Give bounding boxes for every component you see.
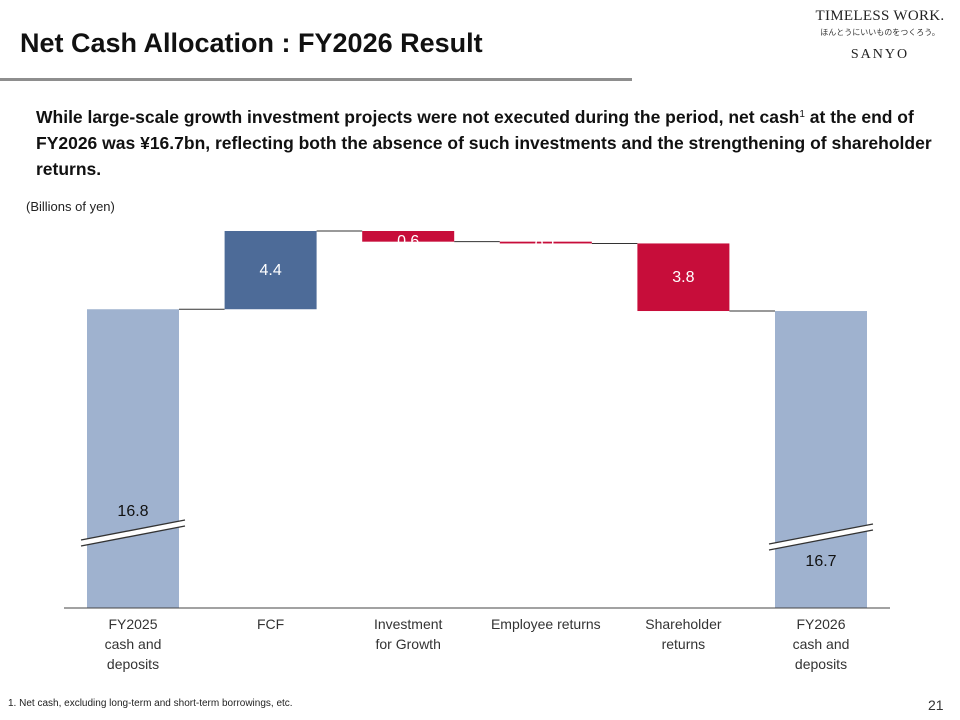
axis-break-line — [80, 519, 186, 541]
title-divider — [0, 78, 632, 81]
lead-text-part1: While large-scale growth investment proj… — [36, 107, 800, 127]
axis-break-line — [768, 529, 874, 551]
category-label-1: FY2025 cash and deposits — [104, 616, 162, 672]
data-label-3: 0.6 — [397, 233, 419, 250]
company-logo: TIMELESS WORK. ほんとうにいいものをつくろう。 SANYO — [810, 8, 950, 63]
bar-6 — [775, 311, 867, 608]
axis-break-gap — [769, 524, 873, 550]
logo-tagline: ほんとうにいいものをつくろう。 — [820, 28, 940, 37]
logo-company: SANYO — [850, 47, 910, 62]
footnote: 1. Net cash, excluding long-term and sho… — [8, 698, 293, 709]
chart-unit-label: (Billions of yen) — [26, 199, 115, 214]
data-label-5: 3.8 — [672, 269, 694, 286]
category-label-3: Investment for Growth — [373, 616, 443, 652]
logo-brand: TIMELESS WORK. — [815, 8, 945, 24]
bar-1 — [87, 309, 179, 608]
page-number: 21 — [928, 697, 944, 713]
axis-break-gap — [81, 520, 185, 546]
lead-text-part2: at the end of FY2026 was ¥16.7bn, reflec… — [36, 107, 932, 179]
bar-2 — [224, 231, 317, 310]
category-label-2: FCF — [256, 616, 285, 632]
bar-4 — [499, 241, 592, 244]
bar-3 — [362, 231, 455, 242]
lead-footnote-ref: 1 — [799, 109, 805, 120]
category-label-6: FY2026 cash and deposits — [792, 616, 850, 672]
category-label-4: Employee returns — [490, 616, 601, 632]
bar-5 — [637, 243, 730, 312]
data-label-1: 16.8 — [117, 503, 148, 520]
page-title: Net Cash Allocation : FY2026 Result — [20, 28, 483, 58]
data-label-2: 4.4 — [259, 262, 281, 279]
data-label-4: 0.1 — [535, 237, 557, 254]
data-label-6: 16.7 — [805, 553, 836, 570]
axis-break-line — [80, 525, 186, 547]
lead-statement: While large-scale growth investment proj… — [36, 102, 936, 182]
axis-break-line — [768, 523, 874, 545]
category-label-5: Shareholder returns — [645, 616, 722, 652]
